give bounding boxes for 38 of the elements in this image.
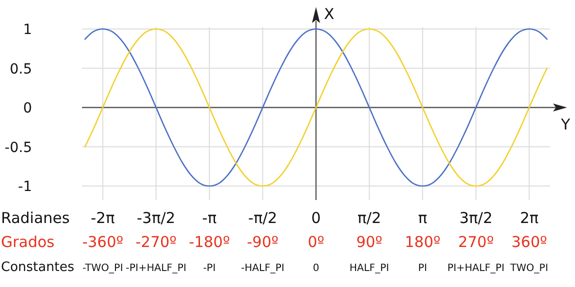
x-tick-label: -90º [246, 233, 278, 251]
x-tick-label: 270º [458, 233, 494, 251]
text: -PI+HALF_PI [126, 263, 186, 274]
y-tick-label: -0.5 [4, 140, 32, 156]
y-tick-label: 0.5 [10, 61, 32, 78]
x-tick-label: 0º [308, 233, 324, 251]
text: -2π [90, 209, 115, 227]
text: -TWO_PI [82, 263, 124, 274]
text: 3π/2 [459, 209, 493, 227]
text: -PI [203, 263, 216, 274]
line-series [84, 28, 548, 187]
text: PI+HALF_PI [447, 263, 504, 274]
y-tick-label: -1 [18, 179, 32, 195]
x-tick-label: 180º [404, 233, 440, 251]
y-tick-label: 1 [23, 22, 32, 38]
text: -π/2 [248, 209, 278, 227]
x-tick-label: 90º [356, 233, 382, 251]
y-axis-title: X [324, 5, 334, 23]
x-tick-label: -180º [188, 233, 230, 251]
text: 0 [311, 209, 321, 227]
x-tick-label: 360º [511, 233, 548, 251]
text: Grados [1, 233, 55, 251]
text: HALF_PI [349, 263, 390, 274]
text: π [418, 209, 428, 227]
x-tick-label: -360º [82, 233, 124, 251]
x-axis-title: Y [560, 116, 571, 134]
text: -3π/2 [136, 209, 176, 227]
text: π/2 [357, 209, 382, 227]
text: PI [418, 263, 428, 274]
y-tick-label: 0 [23, 100, 32, 116]
text: 0 [312, 263, 320, 274]
x-tick-label: -270º [136, 233, 177, 251]
text: TWO_PI [509, 263, 548, 274]
text: 2π [520, 209, 539, 227]
text: -π [202, 209, 217, 227]
text: -HALF_PI [241, 263, 284, 274]
text: Constantes [1, 260, 74, 275]
text: Radianes [1, 209, 70, 227]
